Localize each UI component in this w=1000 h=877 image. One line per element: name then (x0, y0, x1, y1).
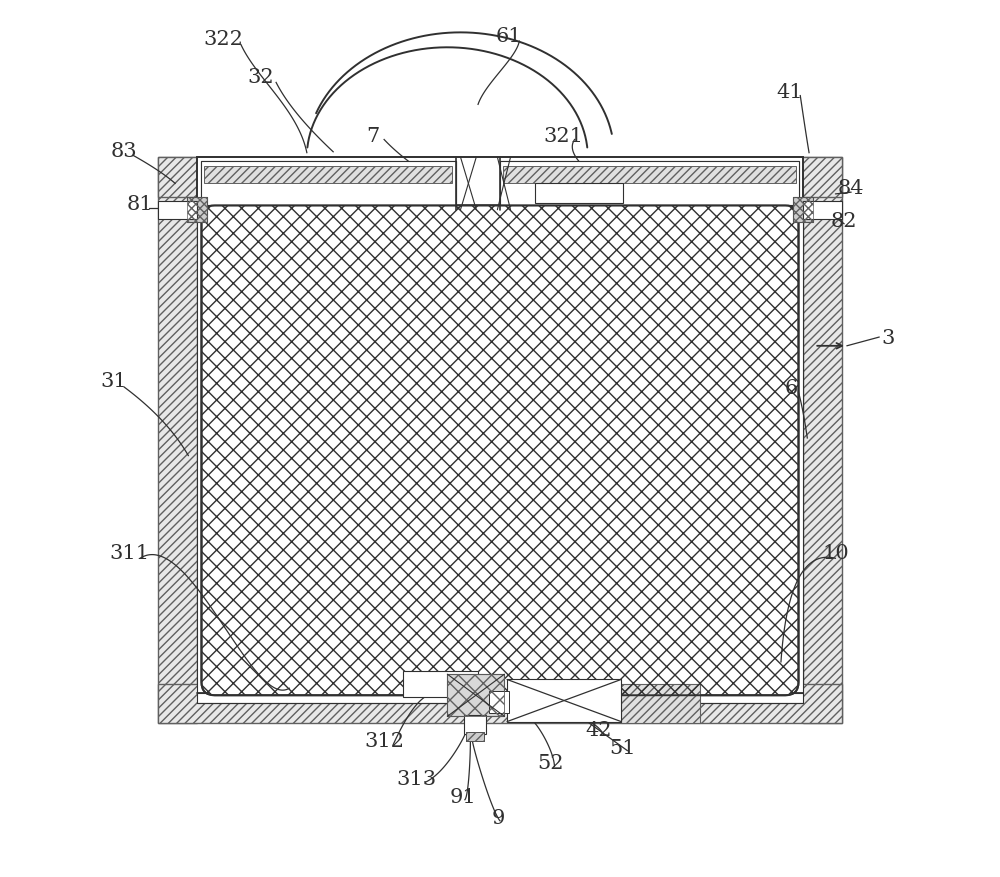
Bar (447, 674, 504, 717)
Bar (204, 167, 452, 184)
Text: 9: 9 (492, 808, 505, 827)
Bar (466, 732, 484, 741)
Bar (500, 162, 799, 206)
Text: 312: 312 (364, 731, 404, 751)
Text: 42: 42 (585, 720, 612, 739)
Text: 82: 82 (831, 211, 857, 231)
Bar (464, 715, 486, 734)
Bar (158, 202, 197, 219)
Text: 3: 3 (881, 328, 895, 347)
Bar (803, 158, 842, 724)
Text: 322: 322 (203, 30, 243, 49)
Bar (158, 158, 842, 197)
Bar (500, 162, 799, 206)
Bar (201, 162, 456, 206)
Bar (197, 210, 208, 693)
Text: 83: 83 (111, 141, 138, 160)
Bar (201, 162, 456, 206)
Text: 321: 321 (543, 126, 583, 146)
Text: 91: 91 (450, 787, 476, 806)
Text: 311: 311 (109, 543, 150, 562)
Bar (158, 684, 842, 724)
Text: 31: 31 (100, 372, 127, 391)
Bar (197, 693, 803, 703)
Text: 84: 84 (838, 179, 864, 198)
Bar (197, 158, 803, 210)
Bar (158, 158, 197, 724)
Bar (792, 210, 803, 693)
Bar (197, 210, 803, 693)
Text: 313: 313 (397, 769, 437, 788)
Bar (466, 732, 484, 741)
Text: 7: 7 (366, 126, 379, 146)
Bar (793, 198, 813, 223)
Bar (403, 671, 478, 697)
Bar (489, 691, 509, 713)
Text: 32: 32 (248, 68, 274, 87)
Bar (535, 184, 623, 203)
Bar (507, 680, 621, 722)
FancyBboxPatch shape (201, 206, 799, 695)
Text: 6: 6 (785, 378, 798, 397)
Text: 61: 61 (495, 27, 522, 46)
Text: 51: 51 (610, 738, 636, 757)
Bar (447, 674, 504, 717)
Bar (187, 198, 207, 223)
Text: 52: 52 (538, 753, 564, 773)
Text: 81: 81 (127, 195, 153, 214)
Text: 10: 10 (822, 543, 849, 562)
Bar (803, 202, 842, 219)
Bar (503, 167, 796, 184)
Bar (621, 684, 700, 724)
Text: 41: 41 (776, 82, 803, 102)
Bar (793, 198, 813, 223)
Bar (187, 198, 207, 223)
